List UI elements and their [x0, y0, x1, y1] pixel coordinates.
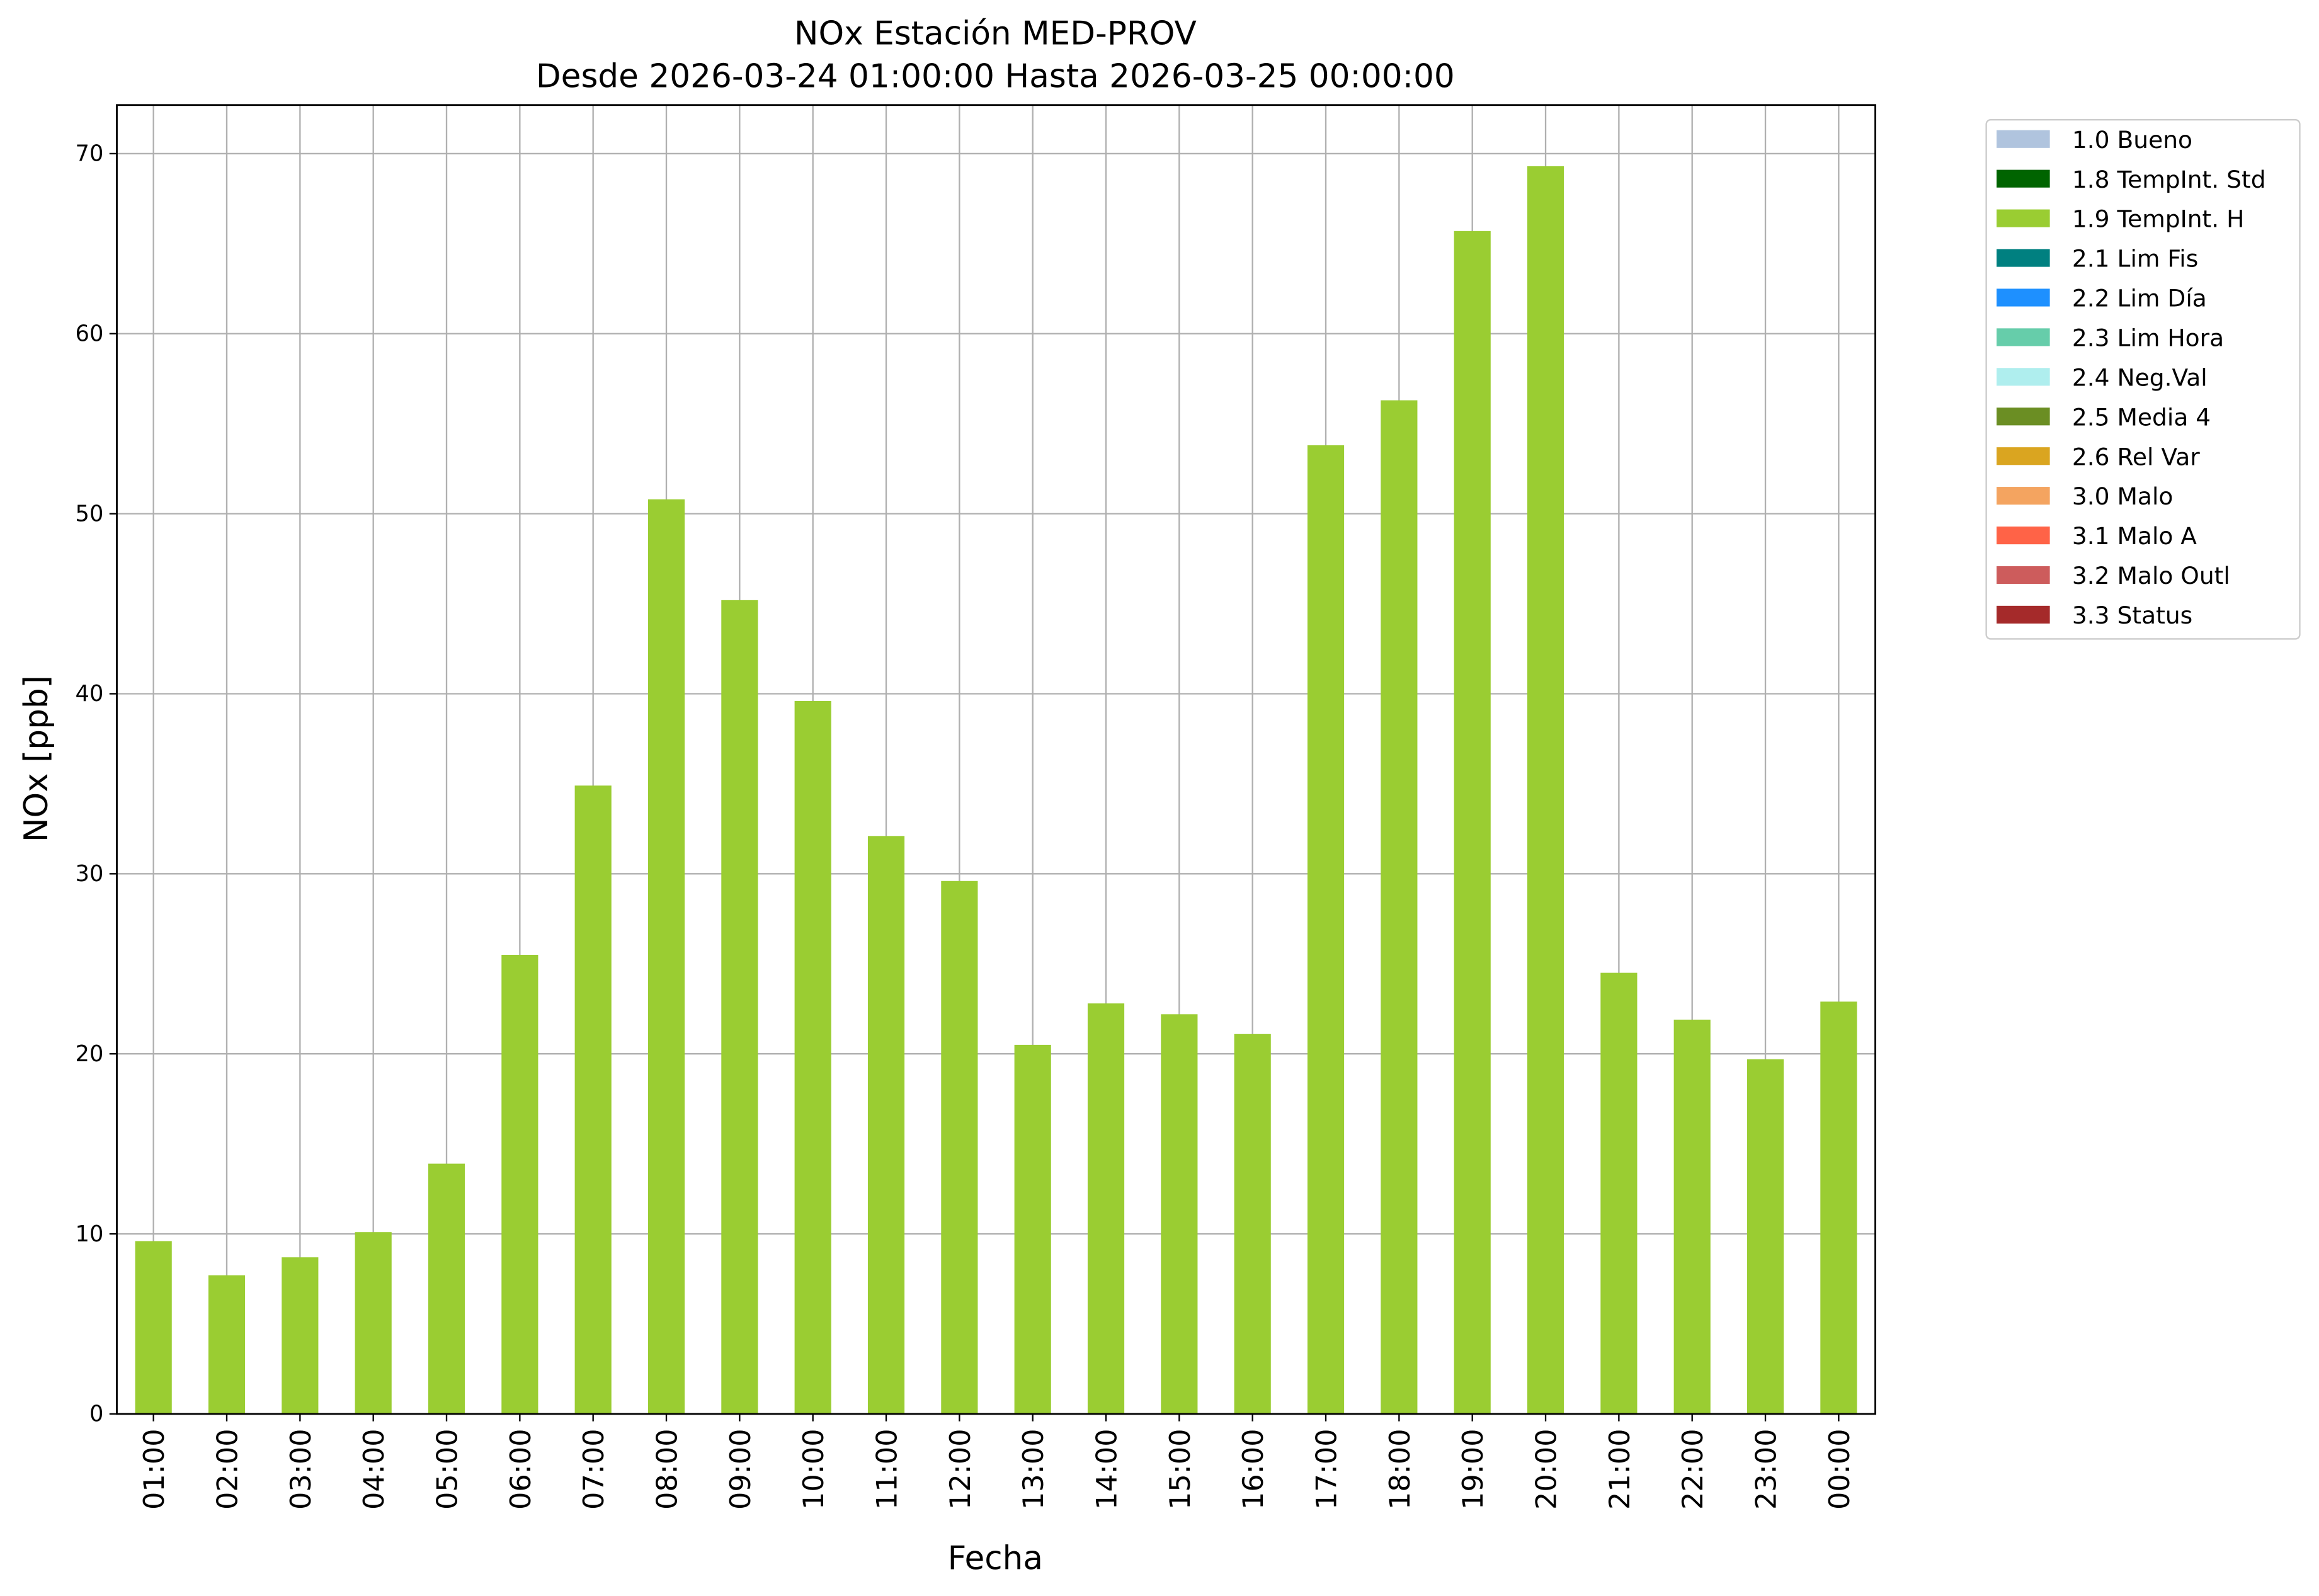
bar [1527, 166, 1564, 1414]
x-tick-label: 22:00 [1677, 1428, 1709, 1510]
bar [208, 1275, 246, 1414]
legend-swatch [1997, 408, 2050, 426]
x-tick-label: 20:00 [1530, 1428, 1563, 1510]
legend-label: 2.6 Rel Var [2072, 443, 2200, 470]
x-tick-label: 23:00 [1750, 1428, 1782, 1510]
legend-label: 2.1 Lim Fis [2072, 245, 2198, 273]
x-tick-label: 07:00 [578, 1428, 610, 1510]
x-tick-label: 11:00 [870, 1428, 903, 1510]
x-tick-label: 09:00 [724, 1428, 757, 1510]
x-tick-label: 21:00 [1604, 1428, 1636, 1510]
x-tick-label: 03:00 [285, 1428, 317, 1510]
legend-swatch [1997, 288, 2050, 307]
legend-label: 3.2 Malo Outl [2072, 562, 2230, 590]
bar [1087, 1003, 1125, 1414]
bar [1600, 972, 1638, 1414]
legend-swatch [1997, 487, 2050, 505]
bar [1746, 1059, 1784, 1414]
x-tick-label: 15:00 [1164, 1428, 1197, 1510]
bar [647, 499, 685, 1414]
bar [428, 1163, 465, 1414]
legend-label: 1.0 Bueno [2072, 126, 2192, 154]
bar [1381, 400, 1418, 1414]
bar [1307, 445, 1345, 1414]
bar [794, 700, 831, 1414]
legend-label: 2.2 Lim Día [2072, 285, 2207, 312]
plot-frame [116, 104, 1876, 1415]
legend-label: 3.0 Malo [2072, 482, 2174, 510]
y-tick-label: 50 [76, 501, 104, 527]
x-tick-label: 14:00 [1090, 1428, 1123, 1510]
y-tick-label: 40 [76, 681, 104, 707]
bar [1820, 1001, 1857, 1414]
x-tick-label: 12:00 [944, 1428, 977, 1510]
chart-title: NOx Estación MED-PROV [794, 14, 1197, 52]
x-tick-label: 00:00 [1823, 1428, 1856, 1510]
bar [135, 1241, 172, 1414]
chart-subtitle: Desde 2026-03-24 01:00:00 Hasta 2026-03-… [536, 58, 1455, 96]
bar [1673, 1019, 1711, 1414]
legend-frame [1985, 119, 2301, 640]
legend: 1.0 Bueno 1.8 TempInt. Std 1.9 TempInt. H 2… [1985, 119, 2301, 640]
bar [867, 836, 905, 1414]
x-tick-label: 18:00 [1384, 1428, 1416, 1510]
bar [721, 600, 758, 1414]
bar [501, 954, 538, 1414]
x-tick-label: 02:00 [211, 1428, 244, 1510]
legend-swatch [1997, 605, 2050, 624]
legend-swatch [1997, 447, 2050, 465]
y-tick-label: 60 [76, 321, 104, 347]
y-tick-label: 0 [89, 1401, 103, 1427]
bar [1161, 1014, 1198, 1414]
legend-swatch [1997, 328, 2050, 346]
bar [574, 785, 612, 1414]
legend-swatch [1997, 566, 2050, 584]
legend-swatch [1997, 169, 2050, 188]
y-tick-label: 10 [76, 1221, 104, 1247]
x-tick-label: 01:00 [138, 1428, 171, 1510]
legend-swatch [1997, 368, 2050, 386]
x-tick-label: 16:00 [1237, 1428, 1270, 1510]
legend-swatch [1997, 526, 2050, 545]
bar [1454, 231, 1491, 1414]
y-axis-label: NOx [ppb] [18, 675, 55, 842]
legend-label: 3.1 Malo A [2072, 522, 2197, 550]
x-tick-label: 13:00 [1017, 1428, 1050, 1510]
legend-label: 1.9 TempInt. H [2072, 205, 2245, 233]
x-tick-label: 05:00 [431, 1428, 464, 1510]
bar [282, 1257, 319, 1414]
y-tick-label: 20 [76, 1041, 104, 1067]
legend-label: 3.3 Status [2072, 601, 2192, 629]
legend-label: 2.5 Media 4 [2072, 403, 2211, 431]
x-tick-label: 19:00 [1457, 1428, 1490, 1510]
legend-swatch [1997, 130, 2050, 148]
legend-swatch [1997, 209, 2050, 227]
legend-label: 2.3 Lim Hora [2072, 324, 2224, 352]
bar [941, 881, 978, 1414]
x-tick-label: 17:00 [1310, 1428, 1343, 1510]
bar [1234, 1034, 1271, 1414]
x-tick-label: 06:00 [504, 1428, 537, 1510]
legend-label: 2.4 Neg.Val [2072, 363, 2208, 391]
x-axis-label: Fecha [948, 1539, 1043, 1577]
plot-area: 0 10 20 30 40 50 60 70 01:00 02:00 03:00 04:00 05:00… [76, 104, 1876, 1510]
bar [355, 1232, 392, 1414]
bar [1014, 1044, 1051, 1414]
y-tick-label: 30 [76, 861, 104, 887]
x-tick-label: 08:00 [651, 1428, 683, 1510]
legend-label: 1.8 TempInt. Std [2072, 166, 2266, 193]
legend-swatch [1997, 249, 2050, 267]
y-tick-label: 70 [76, 141, 104, 167]
x-tick-label: 10:00 [797, 1428, 830, 1510]
x-tick-label: 04:00 [358, 1428, 390, 1510]
